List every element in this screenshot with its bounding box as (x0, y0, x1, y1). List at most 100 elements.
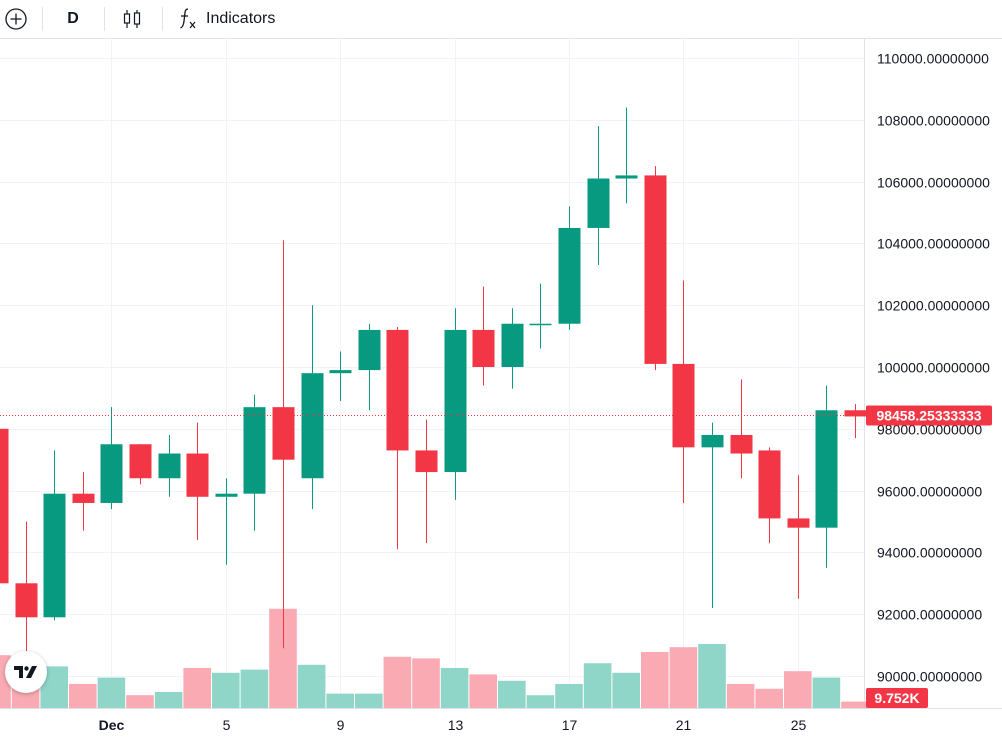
candle-body (472, 329, 495, 367)
grid-lines (0, 38, 864, 708)
last-volume-label: 9.752K (874, 690, 919, 706)
candle-body (844, 410, 867, 417)
candle (672, 280, 695, 503)
volume-bar (383, 656, 412, 708)
candle-body (644, 175, 667, 364)
candle-body (587, 178, 610, 228)
candles (0, 107, 867, 655)
y-tick-label: 104000.00000000 (877, 236, 990, 252)
candle-body (386, 329, 409, 451)
volume-bar (555, 684, 583, 708)
candle-body (701, 434, 724, 448)
tradingview-logo[interactable] (5, 651, 47, 693)
volume-bar (183, 668, 211, 708)
candle-body (444, 329, 467, 473)
volume-bar (526, 695, 555, 708)
y-tick-label: 94000.00000000 (877, 545, 982, 561)
x-tick-label: 13 (448, 717, 464, 733)
axis-badges: 98458.25333333 9.752K (866, 405, 992, 708)
volume-bar (69, 684, 97, 708)
chart-type-button[interactable] (118, 0, 146, 37)
candle (386, 326, 409, 550)
candle (787, 475, 810, 599)
time-axis: Dec 5 9 13 17 21 25 (99, 717, 807, 733)
candle (472, 286, 495, 386)
candle-body (758, 450, 781, 519)
candle (215, 478, 238, 565)
volume-bar (669, 647, 698, 708)
candle (100, 407, 123, 510)
toolbar-divider (162, 7, 163, 31)
y-tick-label: 92000.00000000 (877, 607, 982, 623)
volume-bar (412, 658, 440, 708)
y-tick-label: 100000.00000000 (877, 360, 990, 376)
candle (815, 385, 838, 568)
volume-bar (469, 674, 497, 708)
add-symbol-button[interactable] (2, 0, 30, 37)
x-tick-label: 17 (562, 717, 578, 733)
last-price-label: 98458.25333333 (876, 408, 981, 424)
toolbar-divider (104, 7, 105, 31)
volume-bar (583, 663, 612, 708)
candles-icon (123, 9, 141, 28)
candle (444, 308, 467, 500)
candle-body (615, 175, 638, 179)
volume-bar (726, 684, 755, 708)
y-tick-label: 110000.00000000 (877, 51, 989, 67)
candle (43, 450, 66, 621)
volume-bar (97, 677, 126, 708)
candle-body (730, 434, 753, 454)
candle (701, 422, 724, 609)
candle (243, 394, 266, 531)
plus-circle-icon (5, 7, 27, 30)
volume-bar (355, 693, 383, 708)
candle (129, 444, 152, 485)
indicators-button[interactable]: Indicators (176, 0, 275, 37)
candle (15, 521, 38, 655)
indicators-label: Indicators (206, 9, 276, 27)
candle (301, 305, 324, 510)
candle-body (301, 373, 324, 479)
price-chart[interactable]: 110000.00000000 108000.00000000 106000.000… (0, 38, 1002, 739)
volume-bar (240, 669, 269, 708)
volume-bar (641, 652, 669, 708)
candle (587, 125, 610, 266)
candle (558, 206, 581, 330)
candle-body (672, 363, 695, 448)
volume-bar (612, 672, 640, 708)
volume-bar (154, 692, 183, 708)
volume-bar (212, 672, 240, 708)
candle (730, 379, 753, 479)
candle (529, 283, 552, 349)
x-tick-label: 9 (337, 717, 345, 733)
candle (186, 422, 209, 541)
volume-bar (498, 680, 526, 708)
candle (501, 308, 524, 389)
y-tick-label: 106000.00000000 (877, 175, 990, 191)
candle-body (43, 493, 66, 618)
fx-icon (180, 7, 196, 29)
candle-body (358, 329, 381, 371)
candle-body (787, 518, 810, 528)
candle (329, 351, 352, 401)
volume-bar (440, 668, 469, 708)
candle-body (243, 407, 266, 494)
interval-button[interactable]: D (67, 9, 79, 27)
candle (0, 428, 9, 584)
volume-bar (784, 671, 812, 708)
candle (644, 166, 667, 371)
chart-area[interactable]: 110000.00000000 108000.00000000 106000.000… (0, 38, 1002, 739)
candle-body (72, 493, 95, 503)
candle-body (186, 453, 209, 497)
volume-bar (297, 664, 326, 708)
candle-body (329, 370, 352, 374)
tradingview-logo-icon (14, 666, 37, 678)
toolbar-divider (42, 7, 43, 31)
last-price-badge (866, 405, 992, 426)
candle-body (558, 227, 581, 324)
candle-body (158, 453, 181, 479)
candle (758, 447, 781, 544)
volume-bar (698, 644, 726, 708)
price-axis: 110000.00000000 108000.00000000 106000.000… (877, 51, 990, 685)
y-tick-label: 90000.00000000 (877, 669, 982, 685)
